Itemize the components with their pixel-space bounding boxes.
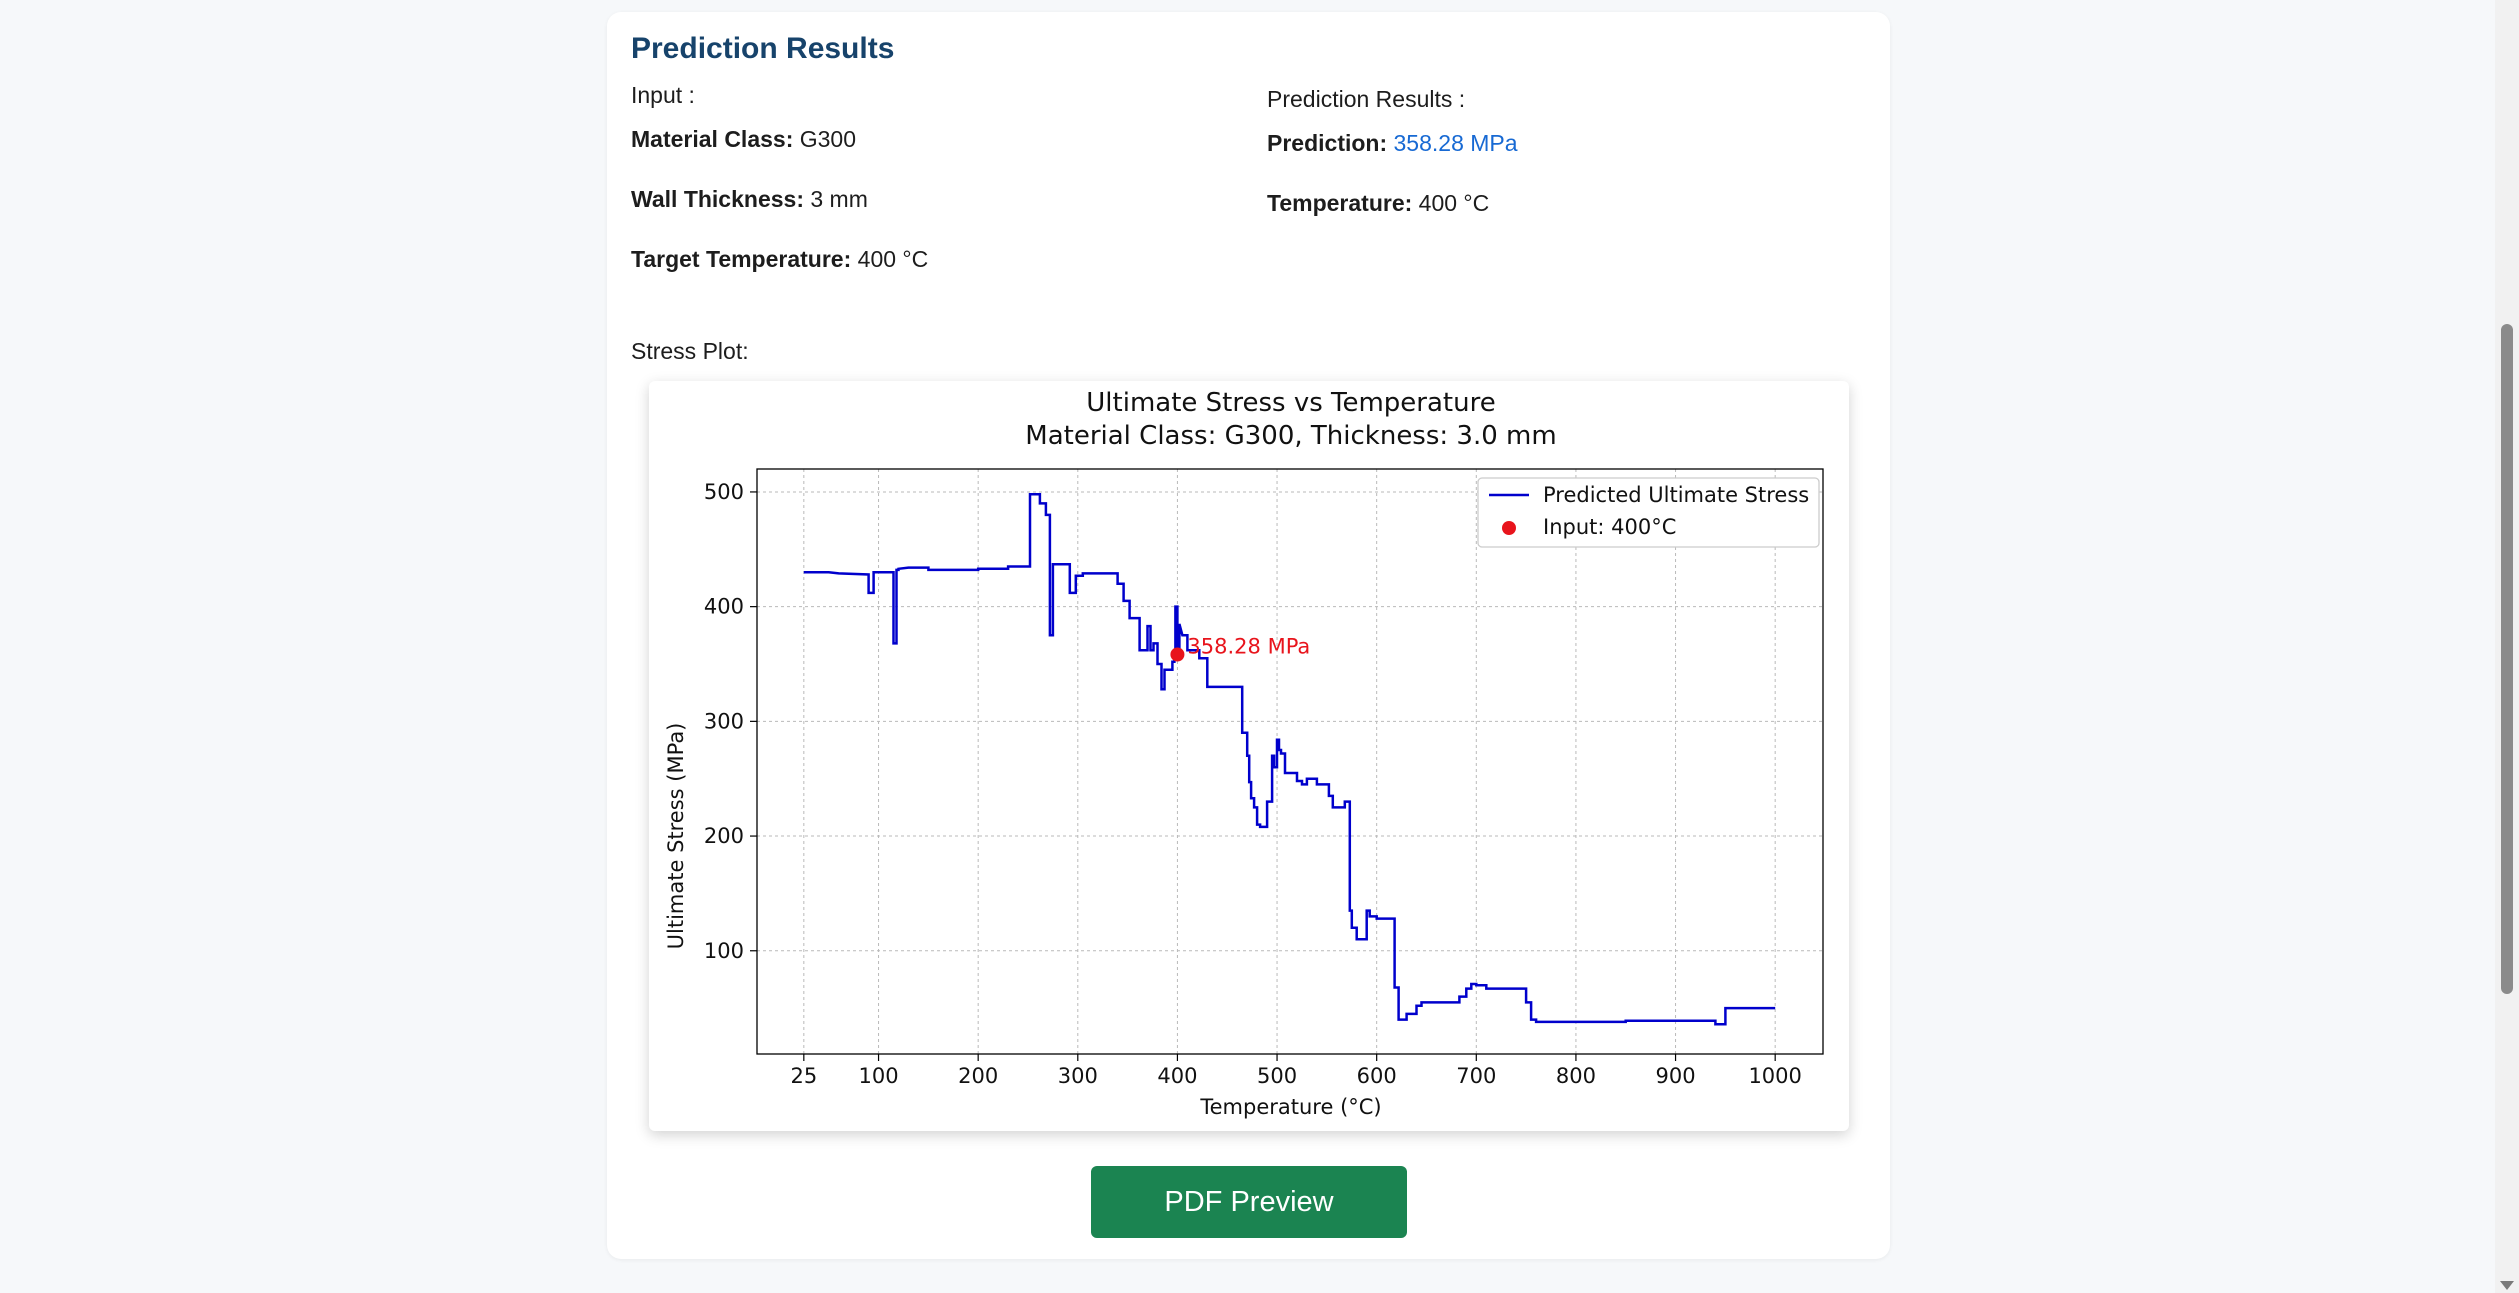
x-tick-label: 1000 — [1748, 1064, 1801, 1088]
x-tick-label: 700 — [1456, 1064, 1496, 1088]
y-tick-label: 200 — [704, 824, 744, 848]
chart-title: Ultimate Stress vs Temperature — [1086, 388, 1495, 418]
scroll-down-arrow-icon[interactable] — [2500, 1281, 2514, 1290]
chart-grid — [757, 469, 1823, 1054]
legend-dot-swatch — [1502, 521, 1516, 535]
temperature-value: 400 °C — [1412, 190, 1490, 216]
x-tick-label: 25 — [790, 1064, 817, 1088]
x-tick-label: 900 — [1656, 1064, 1696, 1088]
x-tick-label: 400 — [1157, 1064, 1197, 1088]
chart-frame — [756, 468, 1824, 1055]
stress-plot-container: 25 100 200 300 400 500 600 700 800 900 1000 100 200 3… — [649, 381, 1849, 1131]
y-tick-label: 500 — [704, 480, 744, 504]
x-tick-label: 500 — [1257, 1064, 1297, 1088]
prediction-label: Prediction: — [1267, 130, 1388, 156]
series-line-predicted-ultimate-stress — [803, 492, 1776, 1026]
prediction-value: 358.28 MPa — [1387, 130, 1518, 156]
input-point-marker — [1170, 647, 1185, 662]
target-temperature-row: Target Temperature: 400 °C — [631, 246, 928, 273]
input-point-label: 358.28 MPa — [1187, 635, 1310, 659]
material-class-row: Material Class: G300 — [631, 126, 856, 153]
legend-entry-input: Input: 400°C — [1543, 515, 1676, 539]
legend-box — [1477, 477, 1820, 548]
vertical-scrollbar[interactable] — [2495, 0, 2519, 1293]
results-heading: Prediction Results : — [1267, 86, 1466, 112]
stress-chart: 25 100 200 300 400 500 600 700 800 900 1000 100 200 3… — [664, 388, 1824, 1119]
y-tick-label: 100 — [704, 939, 744, 963]
x-tick-label: 300 — [1058, 1064, 1098, 1088]
chart-subtitle: Material Class: G300, Thickness: 3.0 mm — [1025, 421, 1556, 451]
x-tick-label: 600 — [1357, 1064, 1397, 1088]
material-class-value: G300 — [793, 126, 857, 152]
temperature-row: Temperature: 400 °C — [1267, 190, 1489, 217]
x-tick-label: 800 — [1556, 1064, 1596, 1088]
chart-legend: Predicted Ultimate Stress Input: 400°C — [1477, 477, 1820, 548]
legend-entry-predicted-ultimate-stress: Predicted Ultimate Stress — [1543, 483, 1809, 507]
target-temperature-label: Target Temperature: — [631, 246, 852, 272]
card-title: Prediction Results — [631, 32, 895, 65]
wall-thickness-row: Wall Thickness: 3 mm — [631, 186, 868, 213]
stress-plot-label: Stress Plot: — [631, 338, 749, 364]
material-class-label: Material Class: — [631, 126, 794, 152]
pdf-preview-button[interactable]: PDF Preview — [1091, 1166, 1407, 1238]
x-tick-label: 200 — [958, 1064, 998, 1088]
input-heading: Input : — [631, 82, 695, 108]
y-tick-label: 300 — [704, 709, 744, 733]
target-temperature-value: 400 °C — [851, 246, 929, 272]
wall-thickness-label: Wall Thickness: — [631, 186, 804, 212]
x-tick-label: 100 — [858, 1064, 898, 1088]
chart-ticks: 25 100 200 300 400 500 600 700 800 900 1000 100 200 3… — [704, 480, 1802, 1088]
x-axis-label: Temperature (°C) — [1199, 1095, 1381, 1119]
scrollbar-thumb[interactable] — [2501, 324, 2513, 994]
y-axis-label: Ultimate Stress (MPa) — [664, 723, 688, 950]
prediction-row: Prediction: 358.28 MPa — [1267, 130, 1518, 157]
temperature-label: Temperature: — [1267, 190, 1413, 216]
wall-thickness-value: 3 mm — [803, 186, 868, 212]
y-tick-label: 400 — [704, 595, 744, 619]
prediction-results-card: Prediction Results Input : Material Clas… — [607, 12, 1890, 1259]
